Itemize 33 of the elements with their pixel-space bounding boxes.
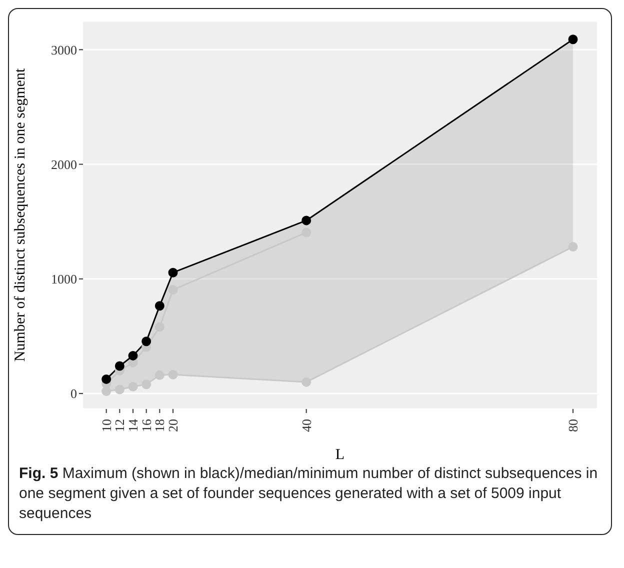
point: [128, 382, 138, 392]
x-tick-label: 14: [126, 418, 140, 432]
point: [102, 386, 112, 396]
x-tick-label: 80: [566, 419, 580, 432]
y-axis-title: Number of distinct subsequences in one segment: [12, 68, 28, 362]
point: [568, 242, 578, 252]
x-tick-label: 16: [138, 418, 154, 432]
y-tick-label: 0: [70, 386, 77, 402]
point: [142, 336, 152, 346]
point: [102, 374, 112, 384]
x-tick-label: 18: [152, 419, 168, 432]
point: [114, 384, 124, 394]
point: [168, 370, 178, 380]
y-tick-label: 3000: [51, 42, 77, 58]
point: [168, 268, 178, 278]
caption: Fig. 5 Maximum (shown in black)/median/minimum number of distinct subsequences in one segment given a set of founder sequences generated with a set of 5009 input sequences: [18, 464, 599, 524]
x-tick-label: 10: [98, 419, 114, 432]
point: [154, 322, 164, 332]
x-tick-label: 40: [298, 419, 314, 432]
y-tick-label: 2000: [51, 156, 77, 172]
y-tick-label: 1000: [51, 272, 77, 287]
point: [128, 350, 138, 360]
point: [154, 370, 164, 380]
point: [168, 285, 178, 295]
point: [114, 361, 124, 371]
x-tick-label: 12: [112, 419, 128, 432]
point: [142, 380, 152, 390]
point: [154, 301, 164, 311]
x-axis-title: L: [335, 447, 345, 463]
point: [302, 216, 312, 226]
point: [568, 34, 578, 44]
point: [302, 377, 312, 387]
x-tick-label: 20: [166, 419, 180, 432]
